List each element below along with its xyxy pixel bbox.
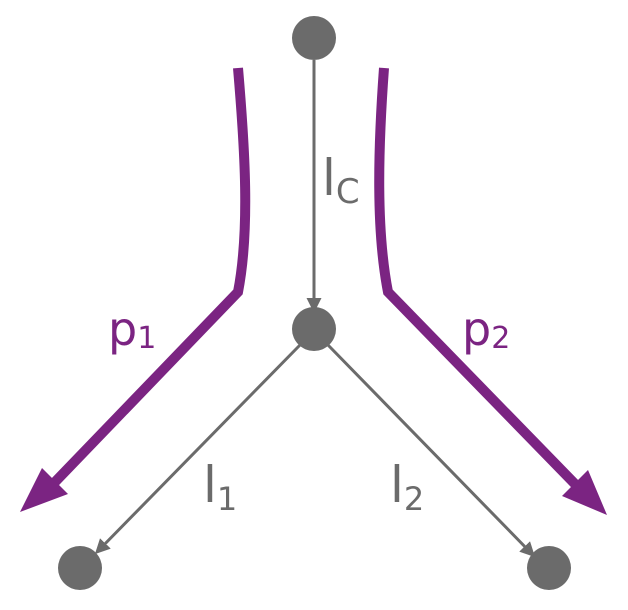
path-1-label-sub: 1 <box>137 321 156 356</box>
path-2-label-main: p <box>462 302 491 356</box>
path-2-label-sub: 2 <box>491 321 510 356</box>
path-2-label: p2 <box>462 302 510 356</box>
path-1-curve <box>51 67 251 486</box>
link-c-label-sub: C <box>336 172 360 212</box>
path-1-label-main: p <box>108 302 137 356</box>
node-center <box>292 307 336 351</box>
link-2-arrow <box>326 343 536 558</box>
link-1-label-main: l <box>203 456 217 514</box>
node-top <box>292 16 336 60</box>
link-2-label-main: l <box>390 456 404 514</box>
path-1-label: p1 <box>108 302 156 356</box>
node-bottom-left <box>58 546 102 590</box>
link-c-label-main: l <box>322 149 336 207</box>
path-2-curve <box>374 67 579 488</box>
link-1-arrow <box>94 343 302 555</box>
path-2-arrowhead <box>562 470 607 515</box>
link-2-label-sub: 2 <box>404 480 424 518</box>
link-1-label-sub: 1 <box>217 480 237 518</box>
link-2-label: l2 <box>390 456 424 518</box>
link-c-label: lC <box>322 149 360 212</box>
node-bottom-right <box>527 546 571 590</box>
link-1-label: l1 <box>203 456 237 518</box>
path-1-arrowhead <box>20 468 68 512</box>
